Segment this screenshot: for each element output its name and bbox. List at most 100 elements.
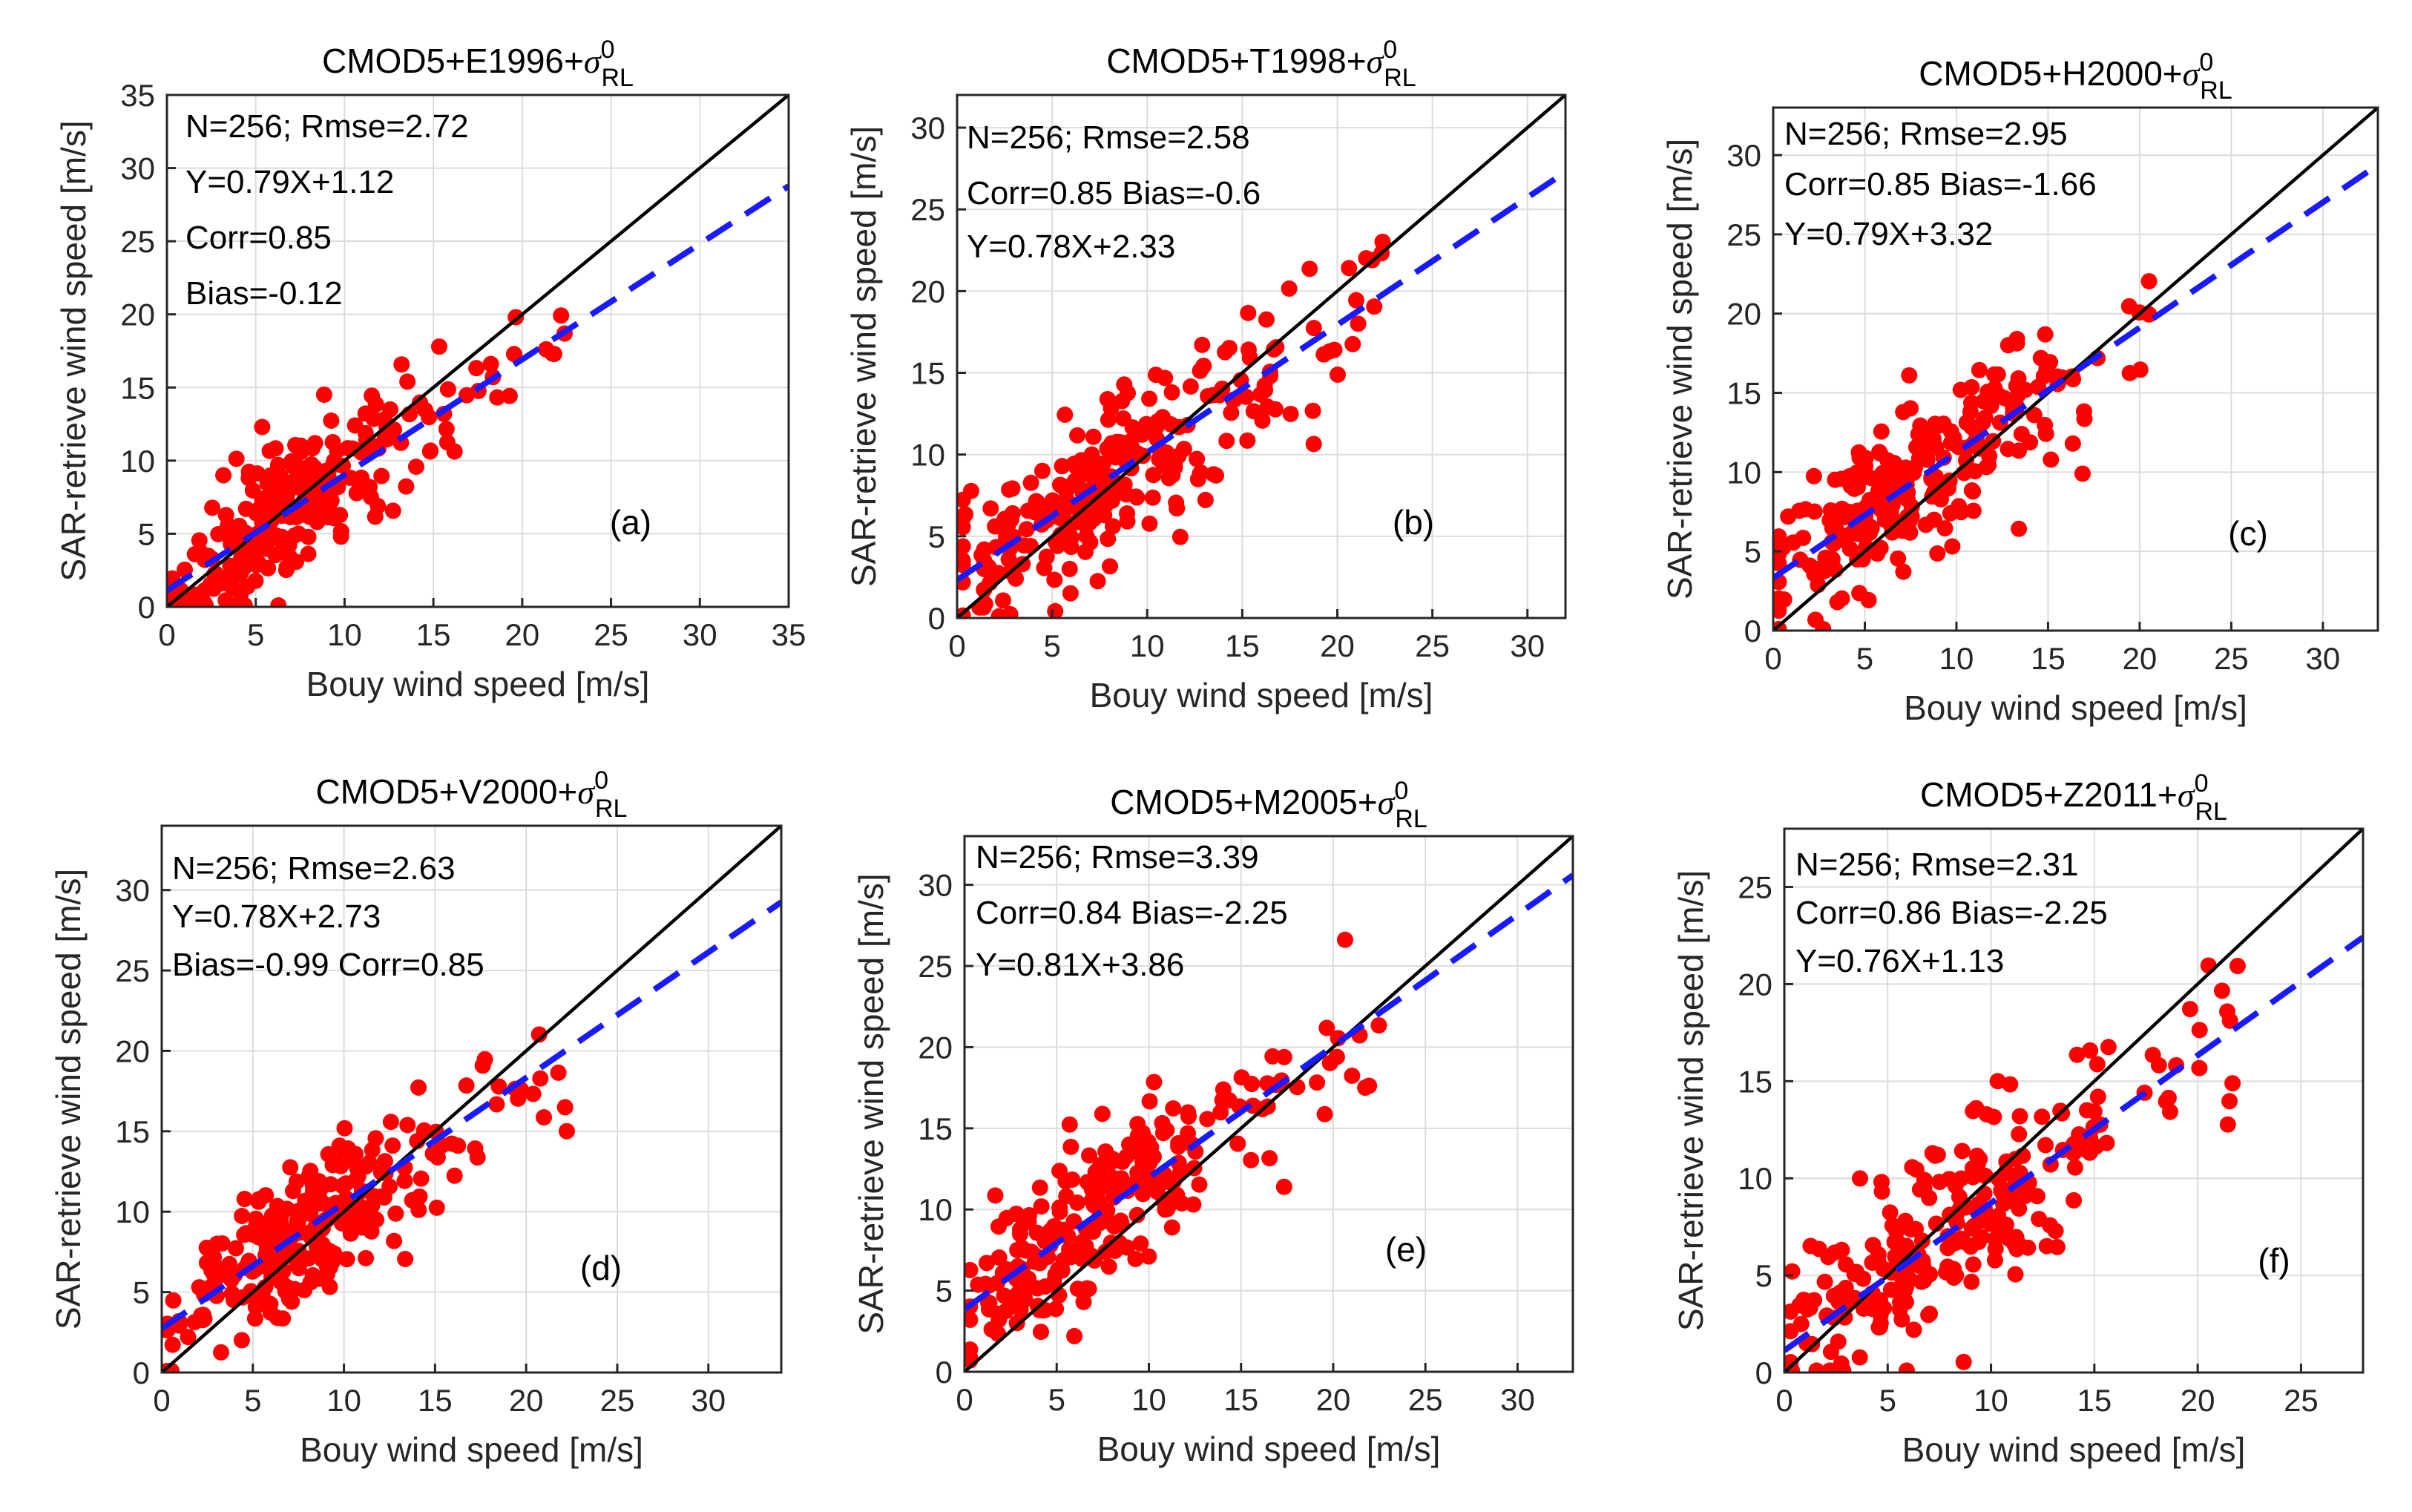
- scatter-point: [1900, 463, 1917, 480]
- scatter-point: [1965, 502, 1982, 519]
- scatter-point: [1917, 516, 1934, 533]
- y-tick-label: 0: [138, 590, 155, 625]
- scatter-point: [1835, 1362, 1852, 1373]
- scatter-point: [165, 1292, 182, 1309]
- scatter-point: [358, 1249, 375, 1266]
- scatter-point: [1899, 491, 1916, 508]
- scatter-point: [1197, 491, 1214, 508]
- scatter-plot-svg: 0 5 10 15 20 25 30 0 5 10 15 20 25 30 Bouy wind speed …: [852, 777, 1574, 1468]
- x-tick-label: 15: [1225, 628, 1260, 663]
- scatter-point: [1328, 1048, 1345, 1065]
- scatter-point: [488, 1096, 505, 1113]
- axes-frame: [963, 835, 1574, 1373]
- scatter-point: [1871, 1318, 1888, 1335]
- scatter-point: [1057, 407, 1074, 424]
- scatter-point: [301, 464, 318, 481]
- scatter-point: [247, 572, 264, 589]
- scatter-point: [1301, 260, 1318, 277]
- scatter-point: [2150, 1056, 2167, 1074]
- scatter-point: [300, 545, 317, 562]
- scatter-point: [1858, 539, 1875, 556]
- scatter-point: [2100, 1039, 2117, 1056]
- scatter-point: [1004, 480, 1021, 497]
- stats-annotation: Bias=-0.99 Corr=0.85: [172, 947, 484, 983]
- scatter-point: [2075, 403, 2092, 420]
- y-tick-label: 0: [1744, 614, 1761, 648]
- scatter-point: [1036, 559, 1053, 576]
- sigma-symbol: σ: [1367, 42, 1385, 80]
- y-tick-label: 25: [120, 224, 155, 259]
- regression-fit-line: [162, 899, 781, 1332]
- scatter-point: [243, 546, 260, 563]
- y-axis-label: SAR-retrieve wind speed [m/s]: [1672, 870, 1710, 1331]
- scatter-point: [1837, 1256, 1854, 1273]
- scatter-point: [1851, 1170, 1868, 1187]
- scatter-point: [1963, 1220, 1980, 1237]
- scatter-plot-svg: 0 5 10 15 20 25 0 5 10 15 20 25 Bouy wind speed [m/s…: [1672, 769, 2365, 1469]
- scatter-point: [1976, 410, 1994, 427]
- scatter-point: [1812, 560, 1829, 577]
- scatter-point: [1033, 1198, 1050, 1215]
- scatter-point: [1020, 1213, 1037, 1230]
- scatter-point: [399, 1117, 416, 1134]
- title-superscript: 0: [594, 766, 608, 795]
- scatter-point: [1893, 1311, 1910, 1328]
- y-tick-label: 20: [115, 1033, 150, 1068]
- x-tick-label: 5: [1879, 1383, 1896, 1418]
- x-tick-label: 25: [594, 617, 628, 652]
- scatter-point: [2025, 407, 2043, 424]
- scatter-point: [1846, 480, 1863, 497]
- scatter-point: [1971, 1151, 1988, 1168]
- one-to-one-line: [957, 95, 1565, 618]
- scatter-point: [331, 1137, 348, 1154]
- scatter-point: [1822, 502, 1839, 519]
- scatter-point: [1051, 1163, 1068, 1180]
- chart-title-text: CMOD5+Z2011+: [1920, 775, 2178, 814]
- scatter-point: [2068, 1046, 2086, 1063]
- scatter-point: [275, 1310, 292, 1327]
- scatter-point: [1165, 1100, 1182, 1117]
- title-subscript: RL: [1384, 64, 1416, 92]
- scatter-point: [2078, 1102, 2095, 1119]
- scatter-point: [2088, 1138, 2105, 1155]
- scatter-point: [1046, 571, 1063, 588]
- scatter-point: [987, 1187, 1004, 1204]
- scatter-point: [553, 307, 570, 324]
- panel-label: (b): [1393, 503, 1434, 542]
- x-tick-label: 30: [1500, 1382, 1535, 1417]
- scatter-point: [407, 458, 424, 476]
- x-tick-label: 20: [1320, 628, 1355, 663]
- scatter-point: [1802, 1237, 1819, 1255]
- scatter-point: [1944, 538, 1961, 555]
- scatter-point: [2008, 335, 2025, 352]
- scatter-point: [1124, 419, 1141, 436]
- scatter-point: [1033, 1324, 1050, 1341]
- scatter-point: [1282, 405, 1299, 422]
- scatter-point: [997, 526, 1014, 543]
- x-tick-label: 10: [1131, 1382, 1166, 1417]
- scatter-point: [263, 1263, 280, 1281]
- scatter-point: [1929, 545, 1946, 562]
- scatter-point: [1100, 1212, 1117, 1229]
- scatter-point: [2200, 957, 2217, 974]
- scatter-point: [1309, 1074, 1326, 1091]
- scatter-point: [1102, 1154, 1119, 1171]
- x-tick-label: 20: [505, 617, 539, 652]
- scatter-point: [262, 1304, 279, 1321]
- chart-title: CMOD5+E1996+σ0 RL: [322, 36, 634, 92]
- scatter-point: [398, 478, 415, 495]
- y-axis-label: SAR-retrieve wind speed [m/s]: [54, 120, 93, 581]
- scatter-point: [307, 509, 324, 526]
- scatter-point: [246, 1310, 263, 1327]
- scatter-point: [1962, 404, 1979, 421]
- sigma-symbol: σ: [584, 42, 602, 80]
- scatter-point: [482, 355, 499, 372]
- scatter-point: [2191, 1059, 2208, 1077]
- scatter-point: [1223, 404, 1240, 421]
- scatter-point: [206, 1261, 223, 1278]
- scatter-point: [1134, 1154, 1151, 1171]
- scatter-point: [1962, 1238, 1979, 1255]
- scatter-point: [1191, 1176, 1208, 1193]
- scatter-point: [501, 387, 518, 404]
- scatter-point: [1128, 488, 1145, 505]
